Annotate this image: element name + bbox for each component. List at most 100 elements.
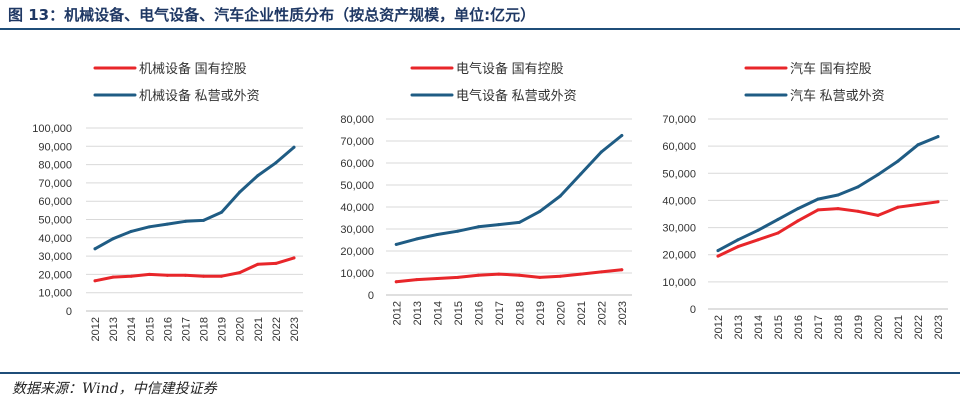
- y-tick-label: 20,000: [38, 269, 72, 281]
- y-tick-label: 50,000: [662, 168, 696, 180]
- y-tick-label: 80,000: [340, 114, 374, 126]
- x-tick-label: 2022: [596, 301, 608, 325]
- data-point: [476, 273, 480, 277]
- y-tick-label: 100,000: [32, 123, 72, 135]
- y-tick-label: 0: [690, 304, 696, 316]
- x-tick-label: 2012: [90, 317, 102, 341]
- data-point: [620, 134, 624, 137]
- series-line: [394, 134, 624, 246]
- x-tick-label: 2013: [733, 315, 745, 339]
- data-point: [415, 278, 419, 282]
- x-tick-label: 2018: [514, 301, 526, 325]
- x-tick-label: 2023: [289, 317, 301, 341]
- data-point: [183, 273, 187, 277]
- data-point: [476, 225, 480, 229]
- data-point: [558, 194, 562, 198]
- data-point: [435, 233, 439, 236]
- data-point: [129, 229, 133, 233]
- source-note: 数据来源：Wind，中信建投证券: [12, 381, 217, 397]
- x-tick-label: 2013: [412, 301, 424, 325]
- data-point: [220, 274, 224, 278]
- x-tick-label: 2019: [535, 301, 547, 325]
- data-point: [916, 143, 920, 147]
- data-point: [292, 256, 296, 260]
- y-tick-label: 0: [368, 290, 374, 302]
- y-tick-label: 20,000: [340, 246, 374, 258]
- data-point: [183, 219, 187, 223]
- x-tick-label: 2016: [162, 317, 174, 341]
- data-point: [238, 190, 242, 194]
- data-point: [796, 207, 800, 211]
- legend-label: 机械设备 私营或外资: [139, 88, 260, 103]
- y-tick-label: 60,000: [662, 141, 696, 153]
- y-tick-label: 50,000: [340, 180, 374, 192]
- y-tick-label: 60,000: [38, 196, 72, 208]
- data-point: [238, 271, 242, 275]
- series-line: [716, 135, 940, 253]
- data-point: [856, 209, 860, 213]
- data-point: [916, 203, 920, 206]
- data-point: [716, 254, 720, 258]
- data-point: [776, 217, 780, 221]
- data-point: [256, 262, 260, 266]
- x-tick-label: 2012: [713, 315, 725, 339]
- data-point: [836, 193, 840, 197]
- y-tick-label: 20,000: [662, 250, 696, 262]
- data-point: [274, 161, 278, 165]
- data-point: [202, 218, 206, 222]
- y-tick-label: 10,000: [340, 268, 374, 280]
- data-point: [620, 268, 624, 272]
- data-point: [538, 209, 542, 213]
- legend-label: 机械设备 国有控股: [139, 61, 247, 76]
- y-tick-label: 60,000: [340, 158, 374, 170]
- y-tick-label: 10,000: [662, 277, 696, 289]
- data-point: [111, 237, 115, 241]
- data-point: [517, 273, 521, 277]
- y-tick-label: 40,000: [662, 195, 696, 207]
- x-tick-label: 2015: [144, 317, 156, 341]
- bottom-rule: [0, 372, 960, 374]
- data-point: [147, 272, 151, 276]
- y-tick-label: 0: [66, 306, 72, 318]
- data-point: [497, 223, 501, 227]
- legend-label: 电气设备 国有控股: [456, 61, 564, 76]
- data-point: [579, 272, 583, 276]
- series-line: [716, 200, 940, 258]
- data-point: [736, 245, 740, 249]
- chart-machinery: 0 10,000 20,000 30,000 40,000 50,000 60,000 70,…: [32, 61, 303, 341]
- x-tick-label: 2015: [773, 315, 785, 339]
- x-tick-label: 2018: [833, 315, 845, 339]
- data-point: [274, 261, 278, 265]
- x-tick-label: 2021: [253, 317, 265, 341]
- data-point: [936, 135, 940, 139]
- y-tick-label: 40,000: [38, 233, 72, 245]
- data-point: [896, 205, 900, 209]
- data-point: [856, 185, 860, 189]
- top-rule: [0, 28, 960, 30]
- data-point: [111, 275, 115, 279]
- x-tick-label: 2014: [126, 317, 138, 341]
- x-tick-label: 2023: [617, 301, 629, 325]
- y-tick-label: 80,000: [38, 160, 72, 172]
- x-tick-label: 2021: [893, 315, 905, 339]
- x-tick-label: 2016: [793, 315, 805, 339]
- x-tick-label: 2015: [453, 301, 465, 325]
- x-tick-label: 2014: [753, 315, 765, 339]
- data-point: [796, 219, 800, 223]
- data-point: [93, 247, 97, 251]
- y-tick-label: 30,000: [662, 223, 696, 235]
- figure-title: 图 13：机械设备、电气设备、汽车企业性质分布（按总资产规模，单位:亿元）: [8, 6, 536, 24]
- data-point: [896, 159, 900, 163]
- data-point: [394, 280, 398, 284]
- y-tick-label: 70,000: [38, 178, 72, 190]
- x-tick-label: 2023: [933, 315, 945, 339]
- x-tick-label: 2018: [199, 317, 211, 341]
- x-tick-label: 2019: [853, 315, 865, 339]
- series-line: [93, 145, 296, 251]
- data-point: [220, 210, 224, 214]
- data-point: [816, 197, 820, 201]
- series-line: [394, 268, 624, 284]
- data-point: [497, 272, 501, 276]
- x-tick-label: 2020: [873, 315, 885, 339]
